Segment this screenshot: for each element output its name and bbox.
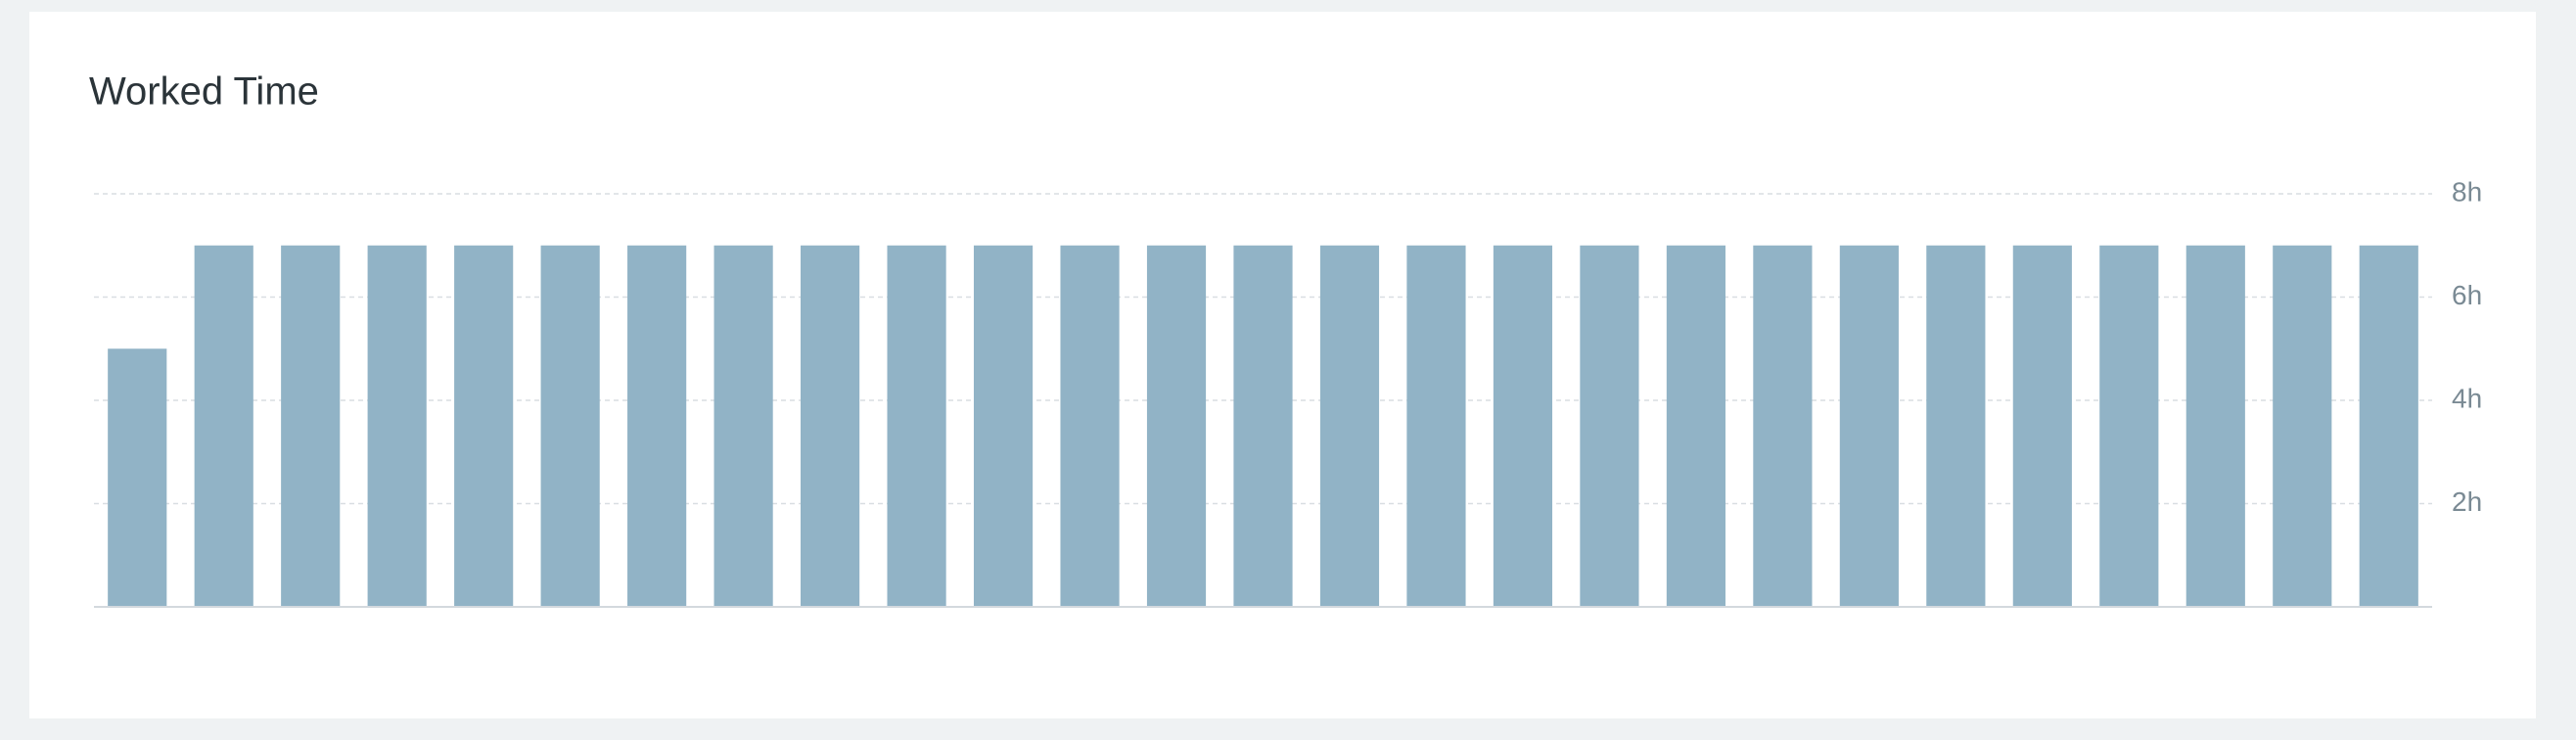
y-tick-label: 2h [2452, 486, 2482, 517]
bar [1493, 245, 1553, 607]
y-tick-label: 6h [2452, 280, 2482, 310]
bar [2359, 245, 2418, 607]
bar [627, 245, 687, 607]
bar [973, 245, 1034, 607]
y-tick-label: 4h [2452, 383, 2482, 413]
bar [454, 245, 514, 607]
bar [2273, 245, 2332, 607]
y-tick-label: 8h [2452, 176, 2482, 207]
bar [887, 245, 946, 607]
bar [1406, 245, 1466, 607]
bar [2185, 245, 2245, 607]
bar [281, 245, 341, 607]
bar [1233, 245, 1293, 607]
bar [108, 348, 167, 607]
bar [1060, 245, 1120, 607]
chart-title: Worked Time [89, 70, 319, 114]
bar [1839, 245, 1899, 607]
bar [1580, 245, 1639, 607]
chart: Worked Time 2h 4h 6h 8h [89, 70, 2482, 608]
bar [801, 245, 860, 607]
bar [2012, 245, 2072, 607]
bar [194, 245, 253, 607]
bar [1926, 245, 1986, 607]
bar [1753, 245, 1813, 607]
bar [1146, 245, 1207, 607]
bar [2099, 245, 2159, 607]
bar [367, 245, 427, 607]
bar [1319, 245, 1380, 607]
card: Worked Time 2h 4h 6h 8h [29, 12, 2536, 718]
bar [1666, 245, 1725, 607]
bar [540, 245, 600, 607]
bar [713, 245, 773, 607]
